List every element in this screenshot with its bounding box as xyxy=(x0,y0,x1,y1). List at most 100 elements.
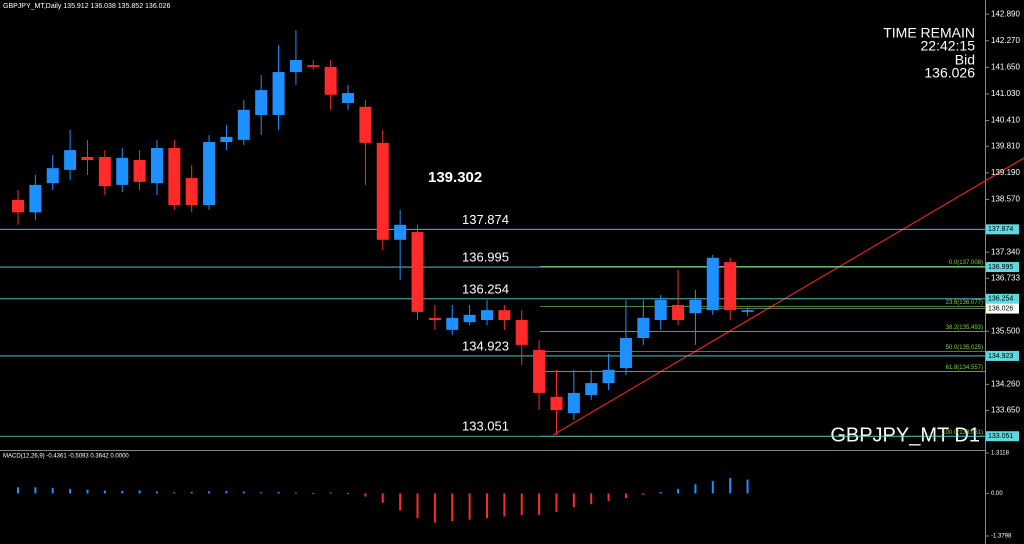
candle-body xyxy=(411,232,424,312)
candle-body xyxy=(46,168,59,184)
time-label: TIME REMAIN xyxy=(883,25,975,41)
histogram-bar xyxy=(329,492,332,494)
histogram-bar xyxy=(572,493,575,508)
annotation: 139.302 xyxy=(428,169,482,186)
candle-body xyxy=(741,310,754,312)
candle-body xyxy=(12,199,24,213)
y-tick-label: 138.570 xyxy=(991,195,1020,204)
histogram-bar xyxy=(659,491,662,494)
y-tick-label: -1.3798 xyxy=(991,534,1012,540)
histogram-bar xyxy=(86,489,89,494)
candle-body xyxy=(567,392,580,414)
y-tick-label: 0.00 xyxy=(991,491,1003,497)
fib-label: 61.8(134.557) xyxy=(946,365,983,371)
candle-body xyxy=(724,262,737,311)
y-tick-label: 139.190 xyxy=(991,168,1020,177)
level-label: 133.051 xyxy=(462,419,509,434)
fib-label: 23.6(136.077) xyxy=(946,300,983,306)
histogram-bar xyxy=(155,491,158,494)
histogram-bar xyxy=(277,491,280,494)
histogram-bar xyxy=(503,493,506,517)
histogram-bar xyxy=(590,493,593,505)
candle-body xyxy=(550,396,563,411)
level-box-label: 134.923 xyxy=(988,353,1013,360)
histogram-bar xyxy=(485,493,488,519)
y-tick-label: 137.340 xyxy=(991,247,1020,256)
histogram-bar xyxy=(711,481,714,494)
y-tick-label: 141.030 xyxy=(991,89,1020,98)
macd-title: MACD(12,26,9) -0.4361 -0.5093 0.3642 0.0… xyxy=(3,454,129,460)
candle-body xyxy=(150,147,163,184)
candle-body xyxy=(637,317,650,339)
level-box xyxy=(986,350,1019,361)
histogram-bar xyxy=(520,493,523,516)
candle-body xyxy=(203,141,216,206)
time-value: 22:42:15 xyxy=(921,38,976,54)
candle-body xyxy=(446,317,459,330)
histogram-bar xyxy=(416,493,419,519)
level-box xyxy=(986,262,1019,273)
candle-body xyxy=(428,317,441,321)
candle-body xyxy=(133,160,146,182)
histogram-bar xyxy=(312,492,315,494)
candle-body xyxy=(98,157,111,187)
candle-body xyxy=(672,305,685,321)
histogram-bar xyxy=(69,488,72,494)
candle-body xyxy=(619,338,632,369)
y-tick-label: 135.500 xyxy=(991,326,1020,335)
level-label: 137.874 xyxy=(462,212,509,227)
y-tick-label: 142.270 xyxy=(991,36,1020,45)
histogram-bar xyxy=(746,479,749,494)
y-tick-label: 141.650 xyxy=(991,62,1020,71)
candle-body xyxy=(359,106,372,143)
histogram-bar xyxy=(607,493,610,502)
level-label: 136.995 xyxy=(462,249,509,264)
level-label: 134.923 xyxy=(462,338,509,353)
candle-body xyxy=(515,320,528,345)
level-box xyxy=(986,293,1019,304)
histogram-bar xyxy=(433,493,436,523)
candle-body xyxy=(689,299,702,314)
histogram-bar xyxy=(294,492,297,494)
candle-body xyxy=(602,369,615,384)
level-label: 136.254 xyxy=(462,281,509,296)
level-box-label: 136.995 xyxy=(988,264,1013,271)
histogram-bar xyxy=(642,493,645,495)
histogram-bar xyxy=(225,490,228,494)
histogram-bar xyxy=(260,492,263,494)
candle-body xyxy=(237,109,250,140)
candle-body xyxy=(706,257,719,311)
y-tick-label: 133.650 xyxy=(991,406,1020,415)
candle-body xyxy=(29,184,42,213)
histogram-bar xyxy=(451,493,454,522)
candle-body xyxy=(394,224,407,240)
candle-body xyxy=(289,60,302,73)
level-box xyxy=(986,431,1019,442)
bid-value: 136.026 xyxy=(924,65,975,81)
histogram-bar xyxy=(677,488,680,494)
histogram-bar xyxy=(399,493,402,511)
candle-body xyxy=(324,66,337,95)
candle-body xyxy=(307,65,320,67)
histogram-bar xyxy=(208,491,211,494)
histogram-bar xyxy=(729,478,732,494)
bid-box xyxy=(986,303,1019,314)
candle-body xyxy=(585,383,598,396)
fib-label: 50.0(135.025) xyxy=(946,345,983,351)
histogram-bar xyxy=(138,490,141,494)
y-tick-label: 139.810 xyxy=(991,141,1020,150)
fib-label: 0.0(137.008) xyxy=(949,260,983,266)
histogram-bar xyxy=(121,490,124,494)
histogram-bar xyxy=(694,484,697,494)
bid-label: Bid xyxy=(955,52,975,68)
y-tick-label: 1.3118 xyxy=(991,451,1010,457)
histogram-bar xyxy=(555,493,558,512)
candle-body xyxy=(116,157,129,185)
histogram-bar xyxy=(347,492,350,494)
candle-body xyxy=(272,72,285,115)
histogram-bar xyxy=(381,493,384,503)
candle-body xyxy=(220,136,233,142)
candle-body xyxy=(480,310,493,321)
